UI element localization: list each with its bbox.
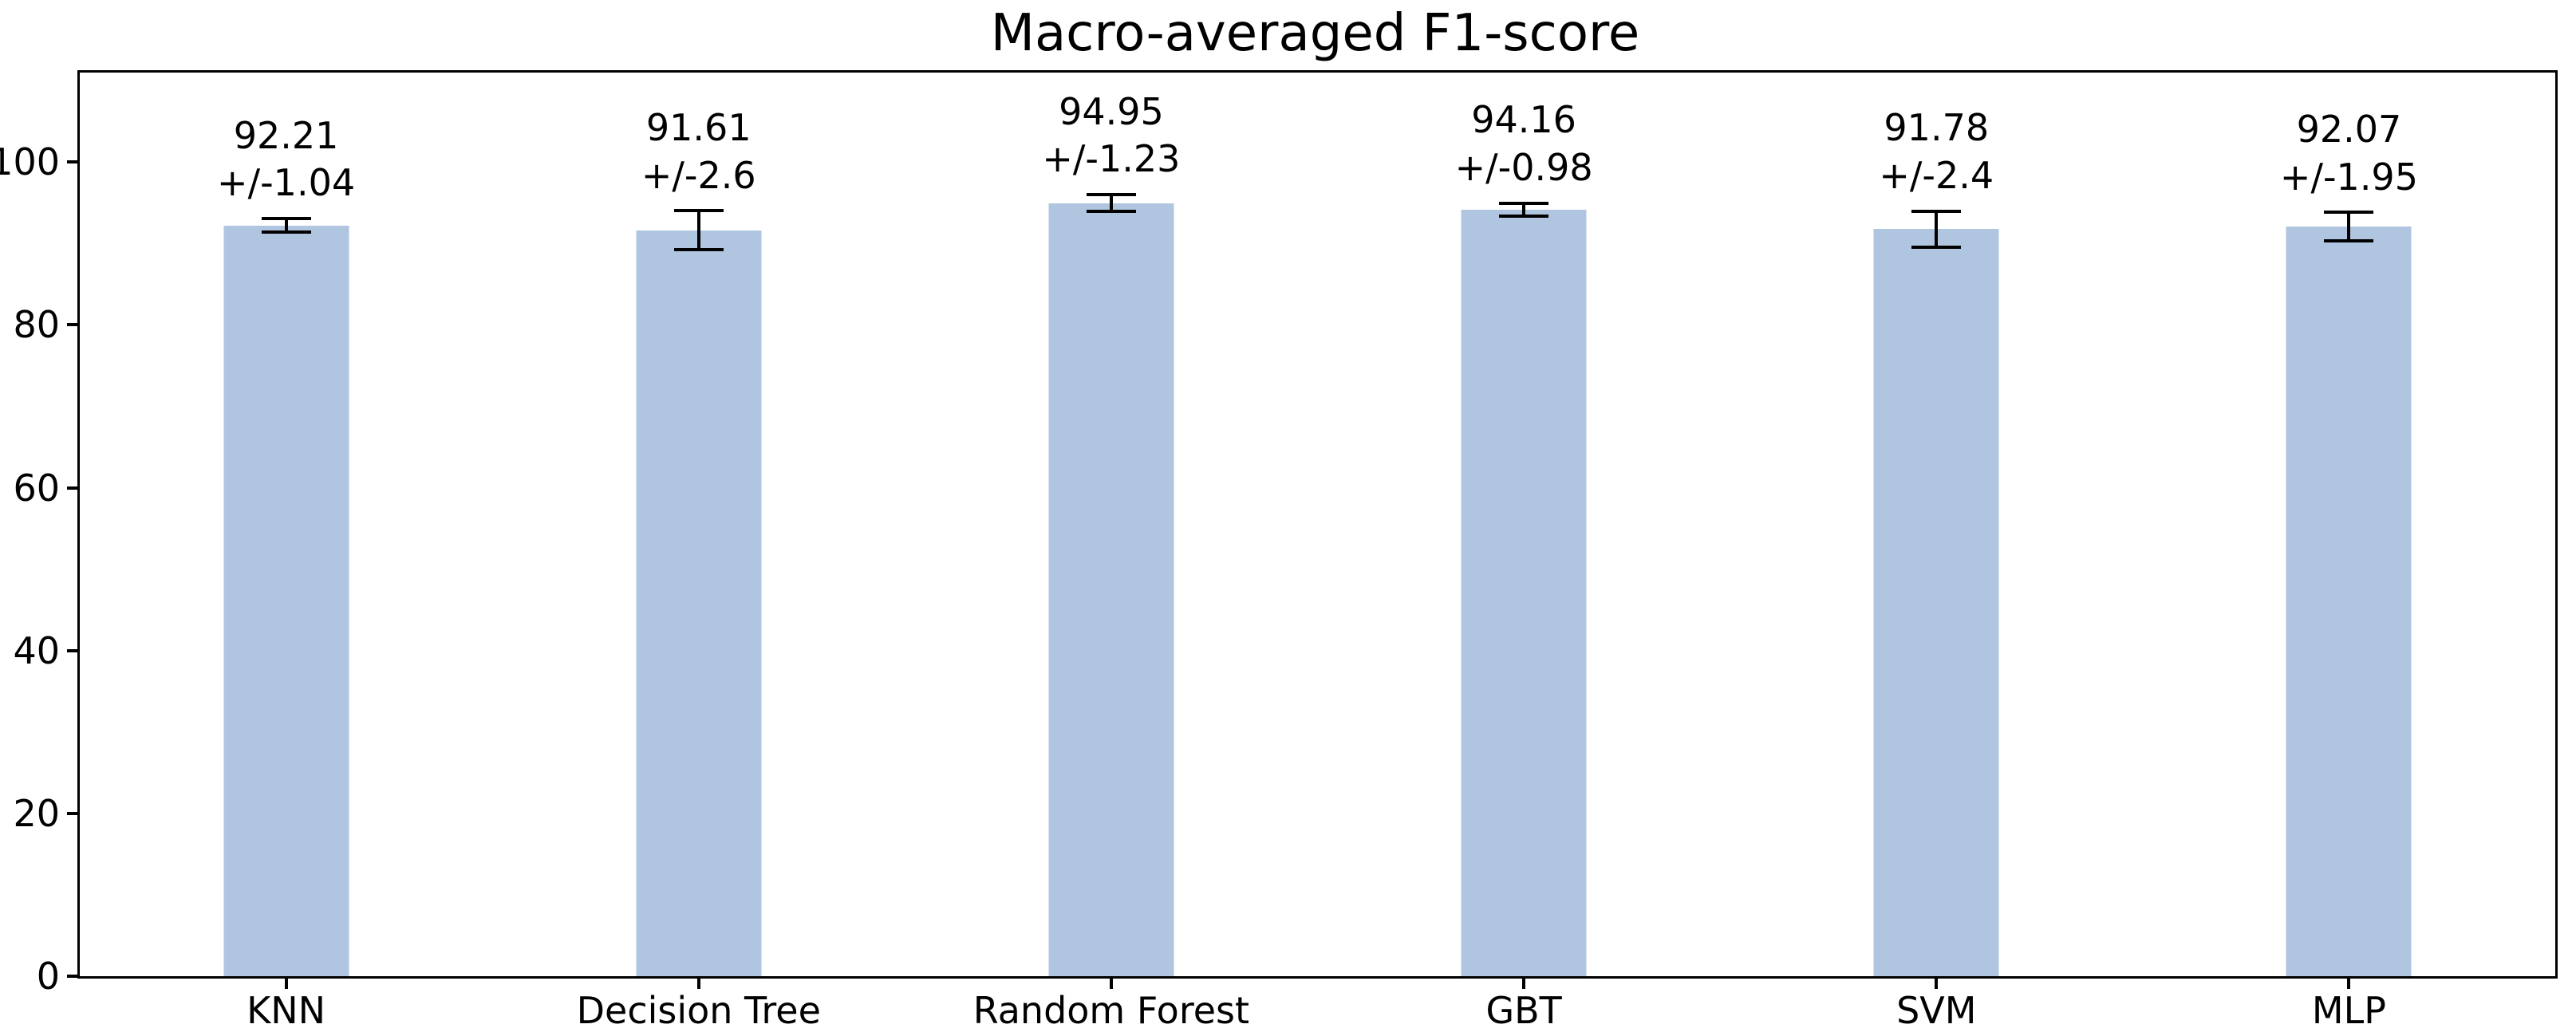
bar-value-label: 91.61 +/-2.6: [641, 104, 756, 200]
bar-group: 91.78 +/-2.4 SVM: [1730, 73, 2143, 1029]
x-tick-mark: [284, 979, 288, 989]
error-bar-vline: [2347, 211, 2351, 243]
x-tick-mark: [696, 979, 700, 989]
error-bar-vline: [1109, 193, 1113, 214]
error-bar-vline: [1522, 201, 1526, 218]
bar-value-label: 94.16 +/-0.98: [1455, 97, 1593, 192]
error-bar: [673, 209, 724, 252]
plot-area: 0 20 40 60 80 100 92.21 +/-1.04 KNN 91.61 +/-2.6 D…: [0, 70, 2558, 1029]
y-tick-label: 40: [13, 628, 60, 672]
error-bar-cap-top: [1911, 209, 1962, 213]
x-tick-label: GBT: [1485, 989, 1562, 1032]
y-tick-mark: [67, 160, 77, 164]
y-tick-label: 20: [13, 791, 60, 835]
x-tick-mark: [1522, 979, 1526, 989]
error-bar-cap-bottom: [673, 248, 724, 252]
bar-error-text: +/-2.6: [641, 153, 756, 197]
x-tick-label: MLP: [2311, 989, 2386, 1032]
error-bar-cap-top: [2324, 211, 2374, 215]
y-tick-label: 100: [0, 140, 60, 184]
error-bar-cap-top: [1086, 193, 1136, 197]
bar: [2286, 227, 2412, 976]
x-tick-label: Decision Tree: [576, 989, 821, 1032]
bar: [1873, 229, 1999, 976]
y-tick-label: 60: [13, 466, 60, 510]
bar-group: 94.16 +/-0.98 GBT: [1318, 73, 1730, 1029]
error-bar-vline: [284, 217, 288, 234]
error-bar-cap-bottom: [1499, 214, 1549, 218]
error-bar-cap-bottom: [261, 230, 311, 234]
bar-value-text: 92.07: [2296, 107, 2402, 151]
x-tick-mark: [1109, 979, 1113, 989]
bar: [223, 225, 349, 976]
bar-group: 94.95 +/-1.23 Random Forest: [905, 73, 1317, 1029]
x-tick-label: SVM: [1896, 989, 1977, 1032]
chart-title: Macro-averaged F1-score: [990, 4, 1640, 63]
error-bar: [1086, 193, 1136, 214]
bar-group: 92.21 +/-1.04 KNN: [80, 73, 492, 1029]
bars-container: 92.21 +/-1.04 KNN 91.61 +/-2.6 Decision Tree 9…: [80, 73, 2555, 1029]
error-bar-vline: [1935, 209, 1939, 249]
bar-error-text: +/-1.95: [2279, 155, 2418, 199]
error-bar-cap-bottom: [1911, 245, 1962, 249]
error-bar-cap-top: [1499, 201, 1549, 205]
bar: [1048, 203, 1174, 976]
bar-value-text: 91.78: [1884, 106, 1990, 150]
y-tick-mark: [67, 975, 77, 978]
y-tick-mark: [67, 811, 77, 815]
error-bar: [2324, 211, 2374, 243]
x-tick-mark: [2347, 979, 2351, 989]
error-bar-cap-top: [261, 217, 311, 221]
error-bar-cap-bottom: [1086, 210, 1136, 214]
bar-value-text: 92.21: [233, 113, 339, 157]
bar: [636, 230, 762, 976]
y-tick-label: 80: [13, 303, 60, 347]
x-tick-label: KNN: [247, 989, 326, 1032]
y-tick-label: 0: [36, 955, 60, 998]
bar: [1461, 209, 1587, 976]
bar-group: 92.07 +/-1.95 MLP: [2143, 73, 2555, 1029]
error-bar: [1911, 209, 1962, 249]
bar-value-label: 92.07 +/-1.95: [2280, 106, 2418, 202]
bar-error-text: +/-0.98: [1454, 146, 1593, 190]
x-tick-mark: [1935, 979, 1939, 989]
y-tick-mark: [67, 323, 77, 327]
bar-group: 91.61 +/-2.6 Decision Tree: [492, 73, 905, 1029]
bar-value-label: 91.78 +/-2.4: [1879, 104, 1994, 200]
bar-value-label: 92.21 +/-1.04: [217, 112, 355, 208]
x-tick-label: Random Forest: [972, 989, 1250, 1032]
error-bar-cap-top: [673, 209, 724, 213]
bar-value-text: 91.61: [645, 105, 751, 149]
y-tick-mark: [67, 486, 77, 490]
bar-value-text: 94.16: [1471, 98, 1576, 142]
y-tick-mark: [67, 648, 77, 652]
bar-value-text: 94.95: [1059, 89, 1164, 133]
error-bar-cap-bottom: [2324, 239, 2374, 243]
error-bar: [1499, 201, 1549, 218]
error-bar-vline: [696, 209, 700, 252]
error-bar: [261, 217, 311, 234]
bar-error-text: +/-1.04: [217, 161, 356, 205]
bar-error-text: +/-2.4: [1879, 153, 1994, 197]
bar-error-text: +/-1.23: [1042, 137, 1181, 181]
bar-value-label: 94.95 +/-1.23: [1042, 89, 1180, 184]
